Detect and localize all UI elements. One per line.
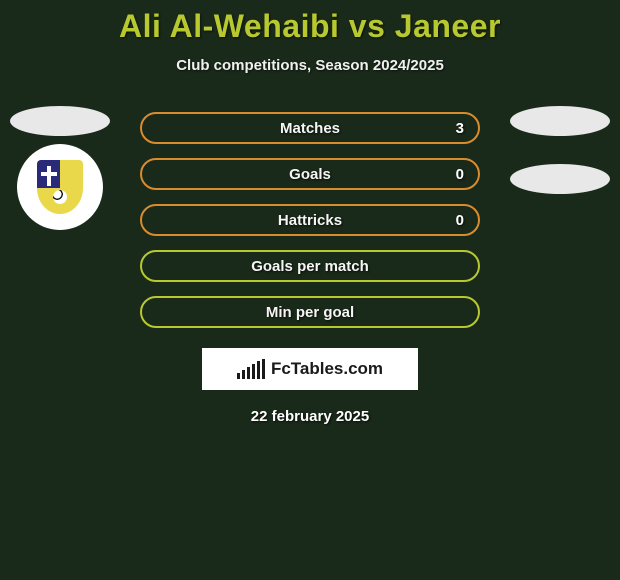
page-title: Ali Al-Wehaibi vs Janeer bbox=[0, 8, 620, 45]
stat-label: Goals per match bbox=[251, 258, 369, 275]
left-player-column bbox=[10, 106, 110, 230]
header: Ali Al-Wehaibi vs Janeer Club competitio… bbox=[0, 0, 620, 74]
club-shield-icon bbox=[37, 160, 83, 214]
watermark[interactable]: FcTables.com bbox=[202, 348, 418, 390]
stat-right-value: 0 bbox=[456, 166, 464, 183]
stat-label: Min per goal bbox=[266, 304, 354, 321]
stat-right-value: 3 bbox=[456, 120, 464, 137]
stat-row-matches: Matches 3 bbox=[140, 112, 480, 144]
stat-label: Matches bbox=[280, 120, 340, 137]
stat-right-value: 0 bbox=[456, 212, 464, 229]
stat-label: Hattricks bbox=[278, 212, 342, 229]
page-subtitle: Club competitions, Season 2024/2025 bbox=[0, 57, 620, 74]
stat-row-hattricks: Hattricks 0 bbox=[140, 204, 480, 236]
date-label: 22 february 2025 bbox=[0, 408, 620, 425]
watermark-bars-icon bbox=[237, 359, 265, 379]
stat-row-min-per-goal: Min per goal bbox=[140, 296, 480, 328]
watermark-text: FcTables.com bbox=[271, 359, 383, 379]
club-badge-placeholder bbox=[510, 164, 610, 194]
stat-rows-container: Matches 3 Goals 0 Hattricks 0 Goals per … bbox=[140, 112, 480, 328]
stat-label: Goals bbox=[289, 166, 331, 183]
comparison-content: Matches 3 Goals 0 Hattricks 0 Goals per … bbox=[0, 112, 620, 425]
stat-row-goals: Goals 0 bbox=[140, 158, 480, 190]
club-badge-left bbox=[17, 144, 103, 230]
player-avatar-placeholder bbox=[10, 106, 110, 136]
player-avatar-placeholder bbox=[510, 106, 610, 136]
stat-row-goals-per-match: Goals per match bbox=[140, 250, 480, 282]
right-player-column bbox=[510, 106, 610, 194]
